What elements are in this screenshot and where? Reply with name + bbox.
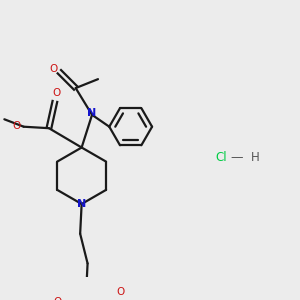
Text: N: N bbox=[77, 199, 86, 209]
Text: N: N bbox=[87, 108, 97, 118]
Text: O: O bbox=[49, 64, 58, 74]
Text: O: O bbox=[54, 297, 62, 300]
Text: H: H bbox=[251, 152, 260, 164]
Text: O: O bbox=[13, 121, 21, 131]
Text: Cl: Cl bbox=[215, 152, 227, 164]
Text: O: O bbox=[116, 287, 124, 297]
Text: O: O bbox=[52, 88, 61, 98]
Text: —: — bbox=[230, 152, 242, 164]
